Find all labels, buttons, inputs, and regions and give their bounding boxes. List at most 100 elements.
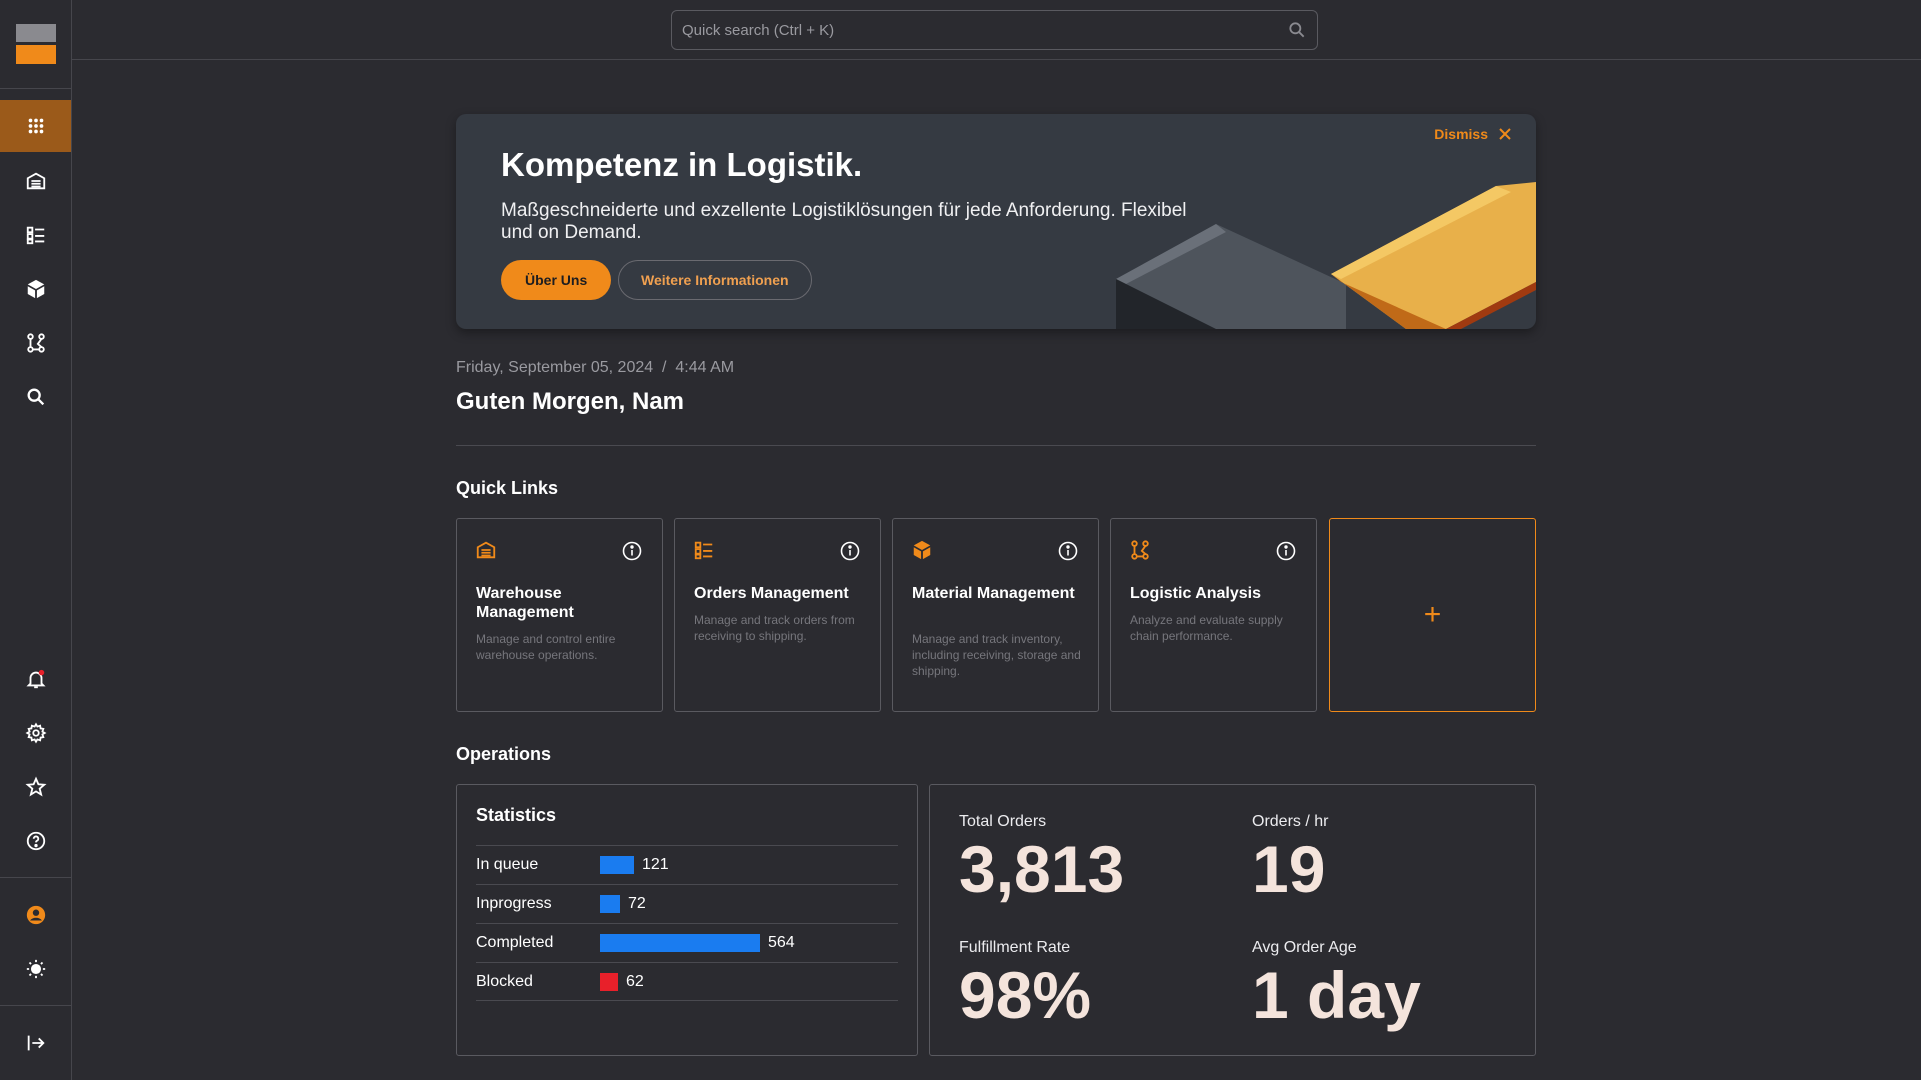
quick-link-warehouse[interactable]: Warehouse Management Manage and control … <box>456 518 663 712</box>
stat-bar <box>600 856 634 874</box>
quick-search[interactable] <box>671 10 1318 50</box>
section-divider <box>456 445 1536 446</box>
warehouse-icon <box>26 172 45 190</box>
card-title: Orders Management <box>694 585 849 602</box>
box-icon <box>27 279 44 299</box>
sidebar-divider <box>0 877 71 878</box>
stat-label: In queue <box>476 856 539 873</box>
kpi-fulfillment-rate: Fulfillment Rate 98% <box>959 939 1091 1031</box>
banner-illustration <box>1116 182 1536 329</box>
kpi-value: 3,813 <box>959 832 1125 906</box>
logout-icon <box>27 1035 45 1051</box>
stat-row-completed: Completed 564 <box>476 923 898 962</box>
kpi-label: Orders / hr <box>1252 813 1329 830</box>
stat-value: 62 <box>626 972 644 990</box>
orders-list-icon <box>694 541 713 560</box>
kpi-label: Avg Order Age <box>1252 939 1357 956</box>
sidebar-item-orders[interactable] <box>0 209 71 261</box>
help-icon <box>26 831 45 851</box>
sidebar-item-material[interactable] <box>0 263 71 315</box>
sidebar-divider <box>0 1005 71 1006</box>
box-icon <box>913 540 931 560</box>
gear-icon <box>25 722 46 744</box>
bell-icon <box>25 669 46 689</box>
more-info-button[interactable]: Weitere Informationen <box>618 260 812 300</box>
dismiss-label: Dismiss <box>1434 126 1488 142</box>
sidebar-item-help[interactable] <box>0 815 71 867</box>
kpi-value: 19 <box>1252 832 1326 906</box>
stat-bar <box>600 972 618 991</box>
dismiss-button[interactable]: Dismiss <box>1434 126 1512 142</box>
operations-title: Operations <box>456 744 552 764</box>
sidebar-item-analysis[interactable] <box>0 317 71 369</box>
main-content: Kompetenz in Logistik. Maßgeschneiderte … <box>456 114 1536 1056</box>
search-icon[interactable] <box>1287 20 1307 40</box>
kpi-avg-order-age: Avg Order Age 1 day <box>1252 939 1421 1031</box>
sidebar-item-warehouse[interactable] <box>0 155 71 207</box>
kpi-total-orders: Total Orders 3,813 <box>959 813 1124 905</box>
app-logo <box>16 24 56 64</box>
info-icon[interactable] <box>840 541 860 561</box>
info-icon[interactable] <box>1058 541 1078 561</box>
quick-links-title: Quick Links <box>456 478 559 498</box>
card-description: Manage and track orders from receiving t… <box>694 613 855 643</box>
search-input[interactable] <box>682 21 1287 39</box>
card-title: Warehouse Management <box>476 585 574 621</box>
stat-row-inprogress: Inprogress 72 <box>476 884 898 923</box>
stat-label: Inprogress <box>476 895 552 912</box>
kpi-orders-per-hour: Orders / hr 19 <box>1252 813 1328 905</box>
quick-link-orders[interactable]: Orders Management Manage and track order… <box>674 518 881 712</box>
orders-list-icon <box>26 226 44 245</box>
sidebar-item-notifications[interactable] <box>0 653 71 705</box>
grid-icon <box>28 118 43 134</box>
sidebar-divider <box>0 88 71 89</box>
stat-row-blocked: Blocked 62 <box>476 962 898 1001</box>
info-icon[interactable] <box>1276 541 1296 561</box>
card-title: Logistic Analysis <box>1130 585 1261 602</box>
close-icon <box>1499 128 1511 140</box>
stat-value: 564 <box>768 934 795 951</box>
current-date: Friday, September 05, 2024 / 4:44 AM <box>456 359 735 376</box>
card-description: Manage and control entire warehouse oper… <box>476 632 616 662</box>
card-description: Manage and track inventory, including re… <box>912 632 1081 678</box>
greeting: Guten Morgen, Nam <box>456 388 685 415</box>
sidebar-item-profile[interactable] <box>0 889 71 941</box>
stat-row-in-queue: In queue 121 <box>476 845 898 884</box>
about-us-button[interactable]: Über Uns <box>501 260 612 300</box>
topbar <box>72 0 1921 60</box>
stat-bar <box>600 934 760 952</box>
warehouse-icon <box>476 541 496 559</box>
statistics-title: Statistics <box>476 805 557 825</box>
flow-icon <box>26 333 45 353</box>
card-description: Analyze and evaluate supply chain perfor… <box>1130 613 1283 643</box>
sidebar-item-settings[interactable] <box>0 707 71 759</box>
info-icon[interactable] <box>622 541 642 561</box>
quick-link-material[interactable]: Material Management Manage and track inv… <box>892 518 1099 712</box>
sidebar-item-search[interactable] <box>0 371 71 423</box>
sidebar-item-dashboard[interactable] <box>0 100 71 152</box>
sidebar-item-favorites[interactable] <box>0 761 71 813</box>
kpi-panel: Total Orders 3,813 Orders / hr 19 Fulfil… <box>929 784 1536 1056</box>
search-icon <box>27 388 44 406</box>
star-icon <box>24 776 47 797</box>
card-title: Material Management <box>912 585 1075 602</box>
flow-icon <box>1131 540 1149 560</box>
banner-text: Maßgeschneiderte und exzellente Logistik… <box>501 200 1187 243</box>
sidebar-item-theme[interactable] <box>0 943 71 995</box>
stat-value: 121 <box>642 856 669 873</box>
kpi-label: Total Orders <box>959 813 1047 830</box>
plus-icon: + <box>1423 598 1442 631</box>
stat-bar <box>600 895 620 913</box>
quick-link-analysis[interactable]: Logistic Analysis Analyze and evaluate s… <box>1110 518 1317 712</box>
promo-banner: Kompetenz in Logistik. Maßgeschneiderte … <box>456 114 1536 329</box>
stat-value: 72 <box>628 895 646 912</box>
sidebar-item-logout[interactable] <box>0 1017 71 1069</box>
statistics-panel: Statistics In queue 121 Inprogress 72 Co… <box>456 784 918 1056</box>
kpi-label: Fulfillment Rate <box>959 939 1071 956</box>
kpi-value: 1 day <box>1252 958 1421 1032</box>
user-icon <box>26 905 45 925</box>
sun-icon <box>26 959 45 979</box>
add-quick-link-button[interactable]: + <box>1329 518 1536 712</box>
sidebar <box>0 0 72 1080</box>
stat-label: Blocked <box>476 972 533 990</box>
